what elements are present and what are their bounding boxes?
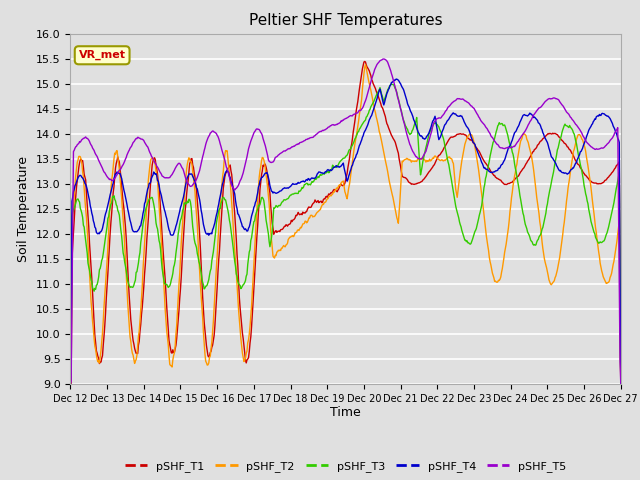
- pSHF_T5: [188, 183, 195, 189]
- pSHF_T2: [337, 180, 345, 186]
- pSHF_T1: [67, 381, 74, 387]
- pSHF_T2: [362, 61, 369, 67]
- pSHF_T4: [67, 381, 74, 387]
- pSHF_T3: [388, 81, 396, 87]
- pSHF_T1: [567, 149, 575, 155]
- Y-axis label: Soil Temperature: Soil Temperature: [17, 156, 30, 262]
- pSHF_T5: [337, 118, 345, 124]
- pSHF_T4: [445, 115, 453, 120]
- pSHF_T1: [617, 381, 625, 387]
- pSHF_T1: [188, 156, 195, 162]
- pSHF_T1: [337, 181, 345, 187]
- pSHF_T3: [392, 86, 399, 92]
- pSHF_T5: [211, 130, 219, 135]
- pSHF_T2: [445, 154, 453, 160]
- pSHF_T2: [617, 381, 625, 387]
- pSHF_T3: [445, 167, 453, 172]
- Line: pSHF_T2: pSHF_T2: [70, 64, 621, 384]
- pSHF_T2: [567, 164, 575, 169]
- pSHF_T2: [188, 159, 195, 165]
- pSHF_T5: [67, 381, 74, 387]
- pSHF_T5: [617, 381, 625, 387]
- pSHF_T3: [67, 381, 74, 387]
- pSHF_T2: [67, 381, 74, 387]
- pSHF_T4: [188, 171, 195, 177]
- pSHF_T3: [211, 235, 219, 241]
- pSHF_T3: [337, 157, 345, 163]
- pSHF_T4: [567, 167, 575, 172]
- Line: pSHF_T3: pSHF_T3: [70, 84, 621, 384]
- pSHF_T5: [392, 84, 399, 90]
- pSHF_T3: [617, 381, 625, 387]
- pSHF_T3: [567, 125, 575, 131]
- pSHF_T1: [211, 323, 219, 329]
- pSHF_T2: [392, 207, 399, 213]
- Legend: pSHF_T1, pSHF_T2, pSHF_T3, pSHF_T4, pSHF_T5: pSHF_T1, pSHF_T2, pSHF_T3, pSHF_T4, pSHF…: [120, 457, 571, 477]
- pSHF_T4: [337, 163, 345, 169]
- pSHF_T4: [392, 76, 400, 82]
- Title: Peltier SHF Temperatures: Peltier SHF Temperatures: [249, 13, 442, 28]
- pSHF_T1: [392, 140, 399, 145]
- Line: pSHF_T1: pSHF_T1: [70, 61, 621, 384]
- pSHF_T1: [445, 136, 453, 142]
- pSHF_T5: [567, 115, 575, 120]
- pSHF_T3: [188, 204, 195, 210]
- pSHF_T5: [380, 56, 387, 62]
- Line: pSHF_T4: pSHF_T4: [70, 79, 621, 384]
- pSHF_T4: [211, 220, 219, 226]
- Line: pSHF_T5: pSHF_T5: [70, 59, 621, 384]
- Text: VR_met: VR_met: [79, 50, 125, 60]
- X-axis label: Time: Time: [330, 407, 361, 420]
- pSHF_T1: [361, 59, 369, 64]
- pSHF_T5: [445, 103, 453, 109]
- pSHF_T4: [617, 381, 625, 387]
- pSHF_T4: [390, 77, 398, 83]
- pSHF_T2: [211, 293, 219, 299]
